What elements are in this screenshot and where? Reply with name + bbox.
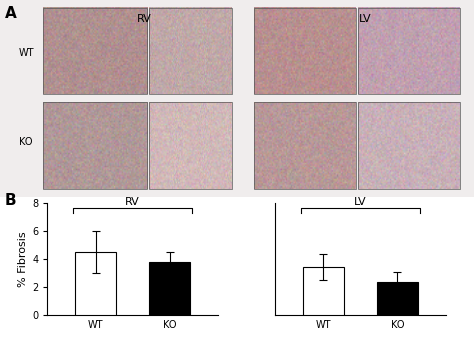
Text: LV: LV [359, 14, 371, 24]
Bar [254, 8, 356, 94]
Bar [43, 8, 147, 94]
Text: LV: LV [354, 197, 366, 207]
Text: RV: RV [137, 14, 152, 24]
Text: KO: KO [19, 137, 33, 146]
Bar [358, 8, 460, 94]
Bar [149, 8, 232, 94]
Text: WT: WT [18, 48, 34, 58]
Bar [303, 267, 344, 315]
Bar [149, 102, 232, 189]
Text: RV: RV [125, 197, 140, 207]
Text: A: A [5, 6, 17, 21]
Y-axis label: % Fibrosis: % Fibrosis [18, 232, 28, 287]
Bar [43, 102, 147, 189]
Bar [75, 252, 116, 315]
Bar [377, 282, 418, 315]
Text: B: B [5, 193, 17, 208]
Bar [254, 102, 356, 189]
Bar [358, 102, 460, 189]
Bar [149, 262, 190, 315]
